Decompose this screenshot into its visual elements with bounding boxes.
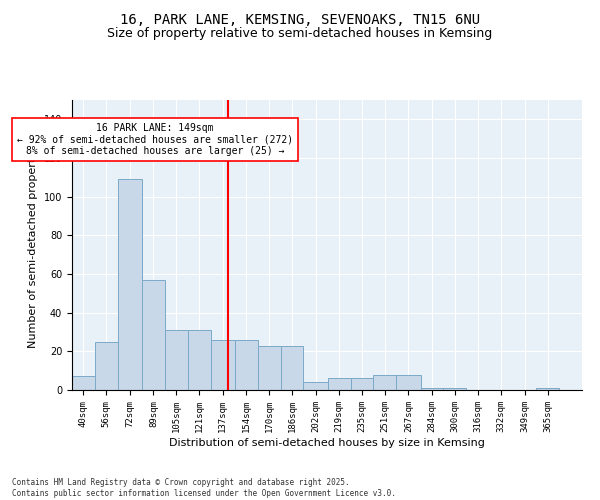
Bar xyxy=(211,340,235,390)
Text: Contains HM Land Registry data © Crown copyright and database right 2025.
Contai: Contains HM Land Registry data © Crown c… xyxy=(12,478,396,498)
Bar xyxy=(165,330,188,390)
Text: 16 PARK LANE: 149sqm
← 92% of semi-detached houses are smaller (272)
8% of semi-: 16 PARK LANE: 149sqm ← 92% of semi-detac… xyxy=(17,123,293,156)
Bar xyxy=(281,346,304,390)
X-axis label: Distribution of semi-detached houses by size in Kemsing: Distribution of semi-detached houses by … xyxy=(169,438,485,448)
Bar xyxy=(72,376,95,390)
Y-axis label: Number of semi-detached properties: Number of semi-detached properties xyxy=(28,142,38,348)
Bar xyxy=(95,342,118,390)
Bar xyxy=(304,382,328,390)
Text: Size of property relative to semi-detached houses in Kemsing: Size of property relative to semi-detach… xyxy=(107,28,493,40)
Bar xyxy=(536,388,559,390)
Bar xyxy=(396,374,421,390)
Bar xyxy=(350,378,373,390)
Bar xyxy=(328,378,350,390)
Bar xyxy=(188,330,211,390)
Bar xyxy=(235,340,258,390)
Bar xyxy=(421,388,443,390)
Bar xyxy=(258,346,281,390)
Bar xyxy=(118,180,142,390)
Bar xyxy=(443,388,466,390)
Bar xyxy=(373,374,396,390)
Text: 16, PARK LANE, KEMSING, SEVENOAKS, TN15 6NU: 16, PARK LANE, KEMSING, SEVENOAKS, TN15 … xyxy=(120,12,480,26)
Bar xyxy=(142,280,165,390)
